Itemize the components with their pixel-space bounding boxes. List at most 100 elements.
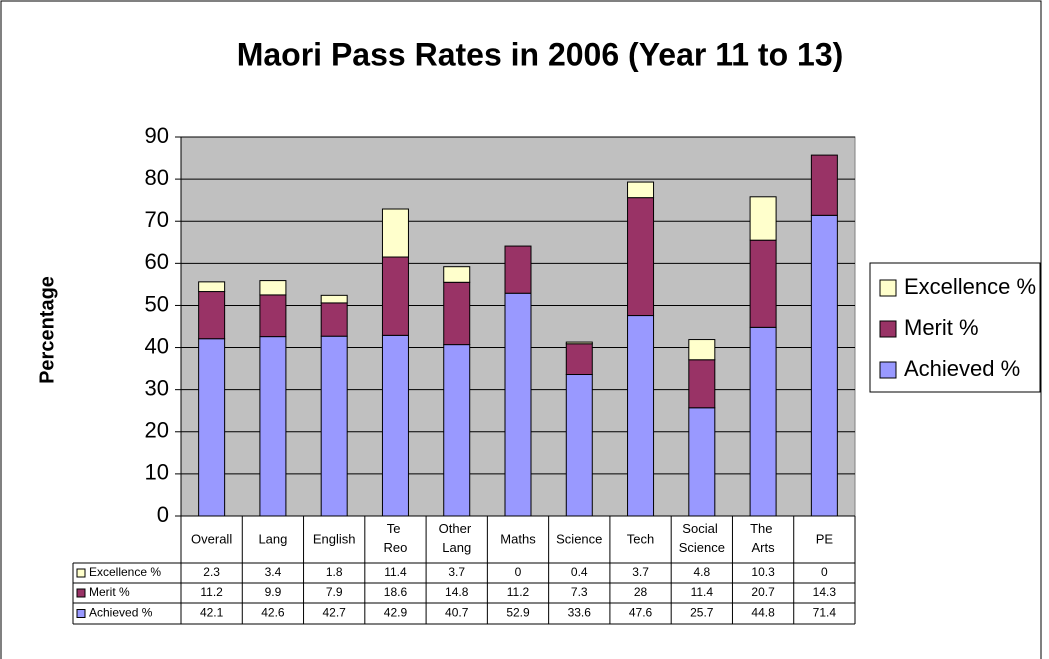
table-value: 9.9 <box>265 585 282 599</box>
chart-title: Maori Pass Rates in 2006 (Year 11 to 13) <box>237 36 844 72</box>
table-value: 33.6 <box>568 606 592 620</box>
bar-segment <box>443 281 471 346</box>
y-tick-label: 80 <box>145 165 169 190</box>
table-value: 0 <box>515 565 522 579</box>
table-value: 42.9 <box>384 606 408 620</box>
table-value: 7.9 <box>326 585 343 599</box>
table-value: 10.3 <box>751 565 775 579</box>
legend-key <box>879 320 897 338</box>
legend-key <box>879 361 897 379</box>
table-value: 25.7 <box>690 606 714 620</box>
bar-segment <box>688 339 716 361</box>
bar-segment <box>320 294 348 304</box>
bar-segment <box>810 154 838 216</box>
bar-segment <box>259 336 287 517</box>
x-tick-label: Social Science <box>679 521 725 555</box>
x-tick-label: Te Reo <box>384 521 408 555</box>
bar-segment <box>443 266 471 283</box>
bar-segment <box>627 181 655 199</box>
table-legend-key <box>76 588 86 598</box>
bar-segment <box>627 315 655 517</box>
bar-segment <box>259 294 287 338</box>
table-row-label: Excellence % <box>89 565 161 579</box>
table-value: 3.7 <box>632 565 649 579</box>
table-value: 42.6 <box>261 606 285 620</box>
y-tick-label: 0 <box>157 502 169 527</box>
x-tick-label: The Arts <box>750 521 776 555</box>
bar-segment <box>381 334 409 517</box>
table-legend-key <box>76 609 86 618</box>
table-value: 28 <box>634 585 648 599</box>
x-tick-label: Lang <box>258 531 287 546</box>
table-value: 1.8 <box>326 565 343 579</box>
table-value: 0 <box>821 565 828 579</box>
x-tick-label: Maths <box>500 531 536 546</box>
x-tick-label: Overall <box>191 531 232 546</box>
y-tick-label: 20 <box>145 418 169 443</box>
bar-segment <box>504 292 532 517</box>
bar-segment <box>198 338 226 517</box>
table-value: 11.4 <box>384 565 407 579</box>
table-value: 2.3 <box>203 565 220 579</box>
table-value: 20.7 <box>751 585 775 599</box>
legend-box <box>869 262 1041 393</box>
legend-label: Excellence % <box>904 274 1036 299</box>
bar-segment <box>565 374 593 517</box>
y-tick-label: 40 <box>145 333 169 358</box>
x-tick-label: Science <box>556 531 602 546</box>
y-tick-label: 90 <box>145 123 169 148</box>
table-value: 47.6 <box>629 606 653 620</box>
x-tick-label: PE <box>816 531 834 546</box>
bar-segment <box>810 214 838 517</box>
table-value: 11.2 <box>507 585 530 599</box>
legend-key <box>879 279 897 297</box>
table-value: 71.4 <box>813 606 837 620</box>
table-value: 44.8 <box>751 606 775 620</box>
legend-label: Merit % <box>904 315 979 340</box>
bar-segment <box>565 343 593 376</box>
table-value: 40.7 <box>445 606 469 620</box>
table-value: 42.7 <box>323 606 347 620</box>
y-tick-label: 10 <box>145 460 169 485</box>
y-tick-label: 30 <box>145 375 169 400</box>
x-tick-label: Other Lang <box>439 521 475 555</box>
table-value: 14.3 <box>813 585 837 599</box>
y-tick-label: 50 <box>145 291 169 316</box>
bar-segment <box>381 256 409 336</box>
x-tick-label: English <box>313 531 356 546</box>
y-tick-label: 70 <box>145 207 169 232</box>
bar-segment <box>504 245 532 294</box>
bar-segment <box>688 407 716 517</box>
table-value: 3.7 <box>448 565 465 579</box>
table-value: 52.9 <box>506 606 530 620</box>
bar-segment <box>565 341 593 345</box>
table-value: 42.1 <box>200 606 224 620</box>
bar-segment <box>320 302 348 337</box>
bar-segment <box>381 208 409 258</box>
table-value: 18.6 <box>384 585 408 599</box>
bar-segment <box>443 344 471 517</box>
table-value: 0.4 <box>571 565 588 579</box>
table-value: 14.8 <box>445 585 469 599</box>
bar-segment <box>749 196 777 241</box>
bar-segment <box>320 335 348 517</box>
table-row-label: Merit % <box>89 585 130 599</box>
table-value: 4.8 <box>693 565 710 579</box>
bar-segment <box>198 281 226 293</box>
table-value: 3.4 <box>265 565 282 579</box>
y-axis-label: Percentage <box>36 276 58 384</box>
x-tick-label: Tech <box>627 531 654 546</box>
table-value: 11.4 <box>691 585 714 599</box>
bar-segment <box>627 197 655 317</box>
table-value: 11.2 <box>200 585 223 599</box>
y-tick-label: 60 <box>145 249 169 274</box>
bar-segment <box>259 280 287 296</box>
bar-segment <box>688 359 716 409</box>
table-value: 7.3 <box>571 585 588 599</box>
bar-segment <box>749 326 777 517</box>
bar-segment <box>749 239 777 328</box>
table-legend-key <box>76 568 86 578</box>
legend-label: Achieved % <box>904 356 1020 381</box>
